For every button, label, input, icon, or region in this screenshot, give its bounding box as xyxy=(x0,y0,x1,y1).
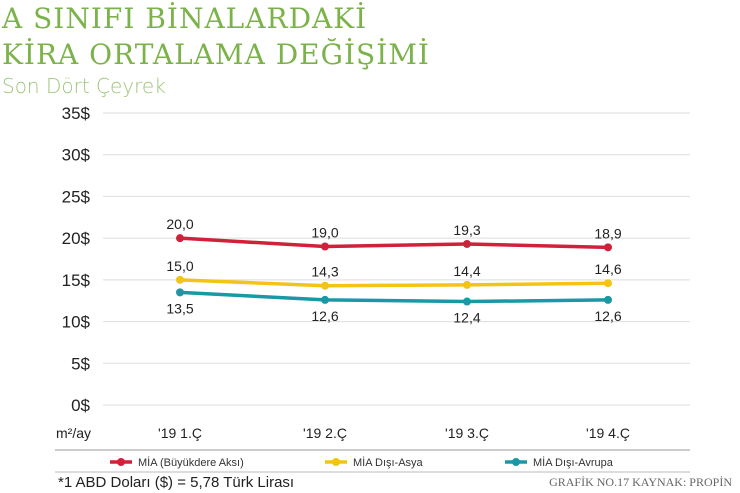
series-line xyxy=(179,278,609,288)
footnote: *1 ABD Doları ($) = 5,78 Türk Lirası xyxy=(58,474,295,491)
data-label: 12,4 xyxy=(453,310,480,326)
data-label: 19,0 xyxy=(311,224,338,240)
series-line xyxy=(179,290,609,304)
data-point xyxy=(463,239,471,248)
y-tick-label: 0$ xyxy=(71,396,90,415)
x-tick-label: '19 4.Ç xyxy=(586,425,630,441)
legend-label: MİA (Büyükdere Aksı) xyxy=(138,456,244,469)
y-tick-label: 35$ xyxy=(62,104,91,123)
title-line-2: KİRA ORTALAMA DEĞİŞİMİ xyxy=(2,38,430,71)
legend-marker xyxy=(117,458,125,466)
data-point xyxy=(321,295,329,304)
data-label: 14,3 xyxy=(311,264,338,280)
data-point xyxy=(604,279,612,288)
data-point xyxy=(176,275,184,284)
legend-marker xyxy=(332,458,340,466)
y-tick-label: 15$ xyxy=(62,271,91,290)
x-tick-label: '19 1.Ç xyxy=(158,425,202,441)
data-point xyxy=(604,295,612,304)
y-tick-label: 10$ xyxy=(62,313,91,332)
data-label: 20,0 xyxy=(166,216,193,232)
x-tick-label: '19 3.Ç xyxy=(445,425,489,441)
y-tick-label: 5$ xyxy=(71,354,90,373)
source: GRAFİK NO.17 KAYNAK: PROPİN xyxy=(549,475,732,489)
y-tick-label: 30$ xyxy=(62,146,91,165)
title-line-1: A SINIFI BİNALARDAKİ xyxy=(2,2,368,35)
y-tick-label: 20$ xyxy=(62,229,91,248)
data-point xyxy=(463,280,471,289)
data-point xyxy=(463,297,471,306)
data-label: 12,6 xyxy=(594,308,621,324)
data-label: 13,5 xyxy=(166,300,193,316)
data-label: 12,6 xyxy=(311,308,338,324)
legend-label: MİA Dışı-Asya xyxy=(353,456,424,469)
data-point xyxy=(604,243,612,252)
x-tick-label: '19 2.Ç xyxy=(303,425,347,441)
legend-marker xyxy=(512,458,520,466)
data-point xyxy=(176,288,184,297)
y-axis-label: m²/ay xyxy=(56,425,91,441)
subtitle: Son Dört Çeyrek xyxy=(2,74,166,98)
data-label: 19,3 xyxy=(453,222,480,238)
data-point xyxy=(176,234,184,243)
data-point xyxy=(321,281,329,290)
series-line xyxy=(179,236,609,250)
data-label: 14,4 xyxy=(453,263,480,279)
data-point xyxy=(321,242,329,251)
data-label: 14,6 xyxy=(594,261,621,277)
data-label: 18,9 xyxy=(594,225,621,241)
y-tick-label: 25$ xyxy=(62,187,91,206)
data-label: 15,0 xyxy=(166,258,193,274)
legend-label: MİA Dışı-Avrupa xyxy=(533,456,614,469)
